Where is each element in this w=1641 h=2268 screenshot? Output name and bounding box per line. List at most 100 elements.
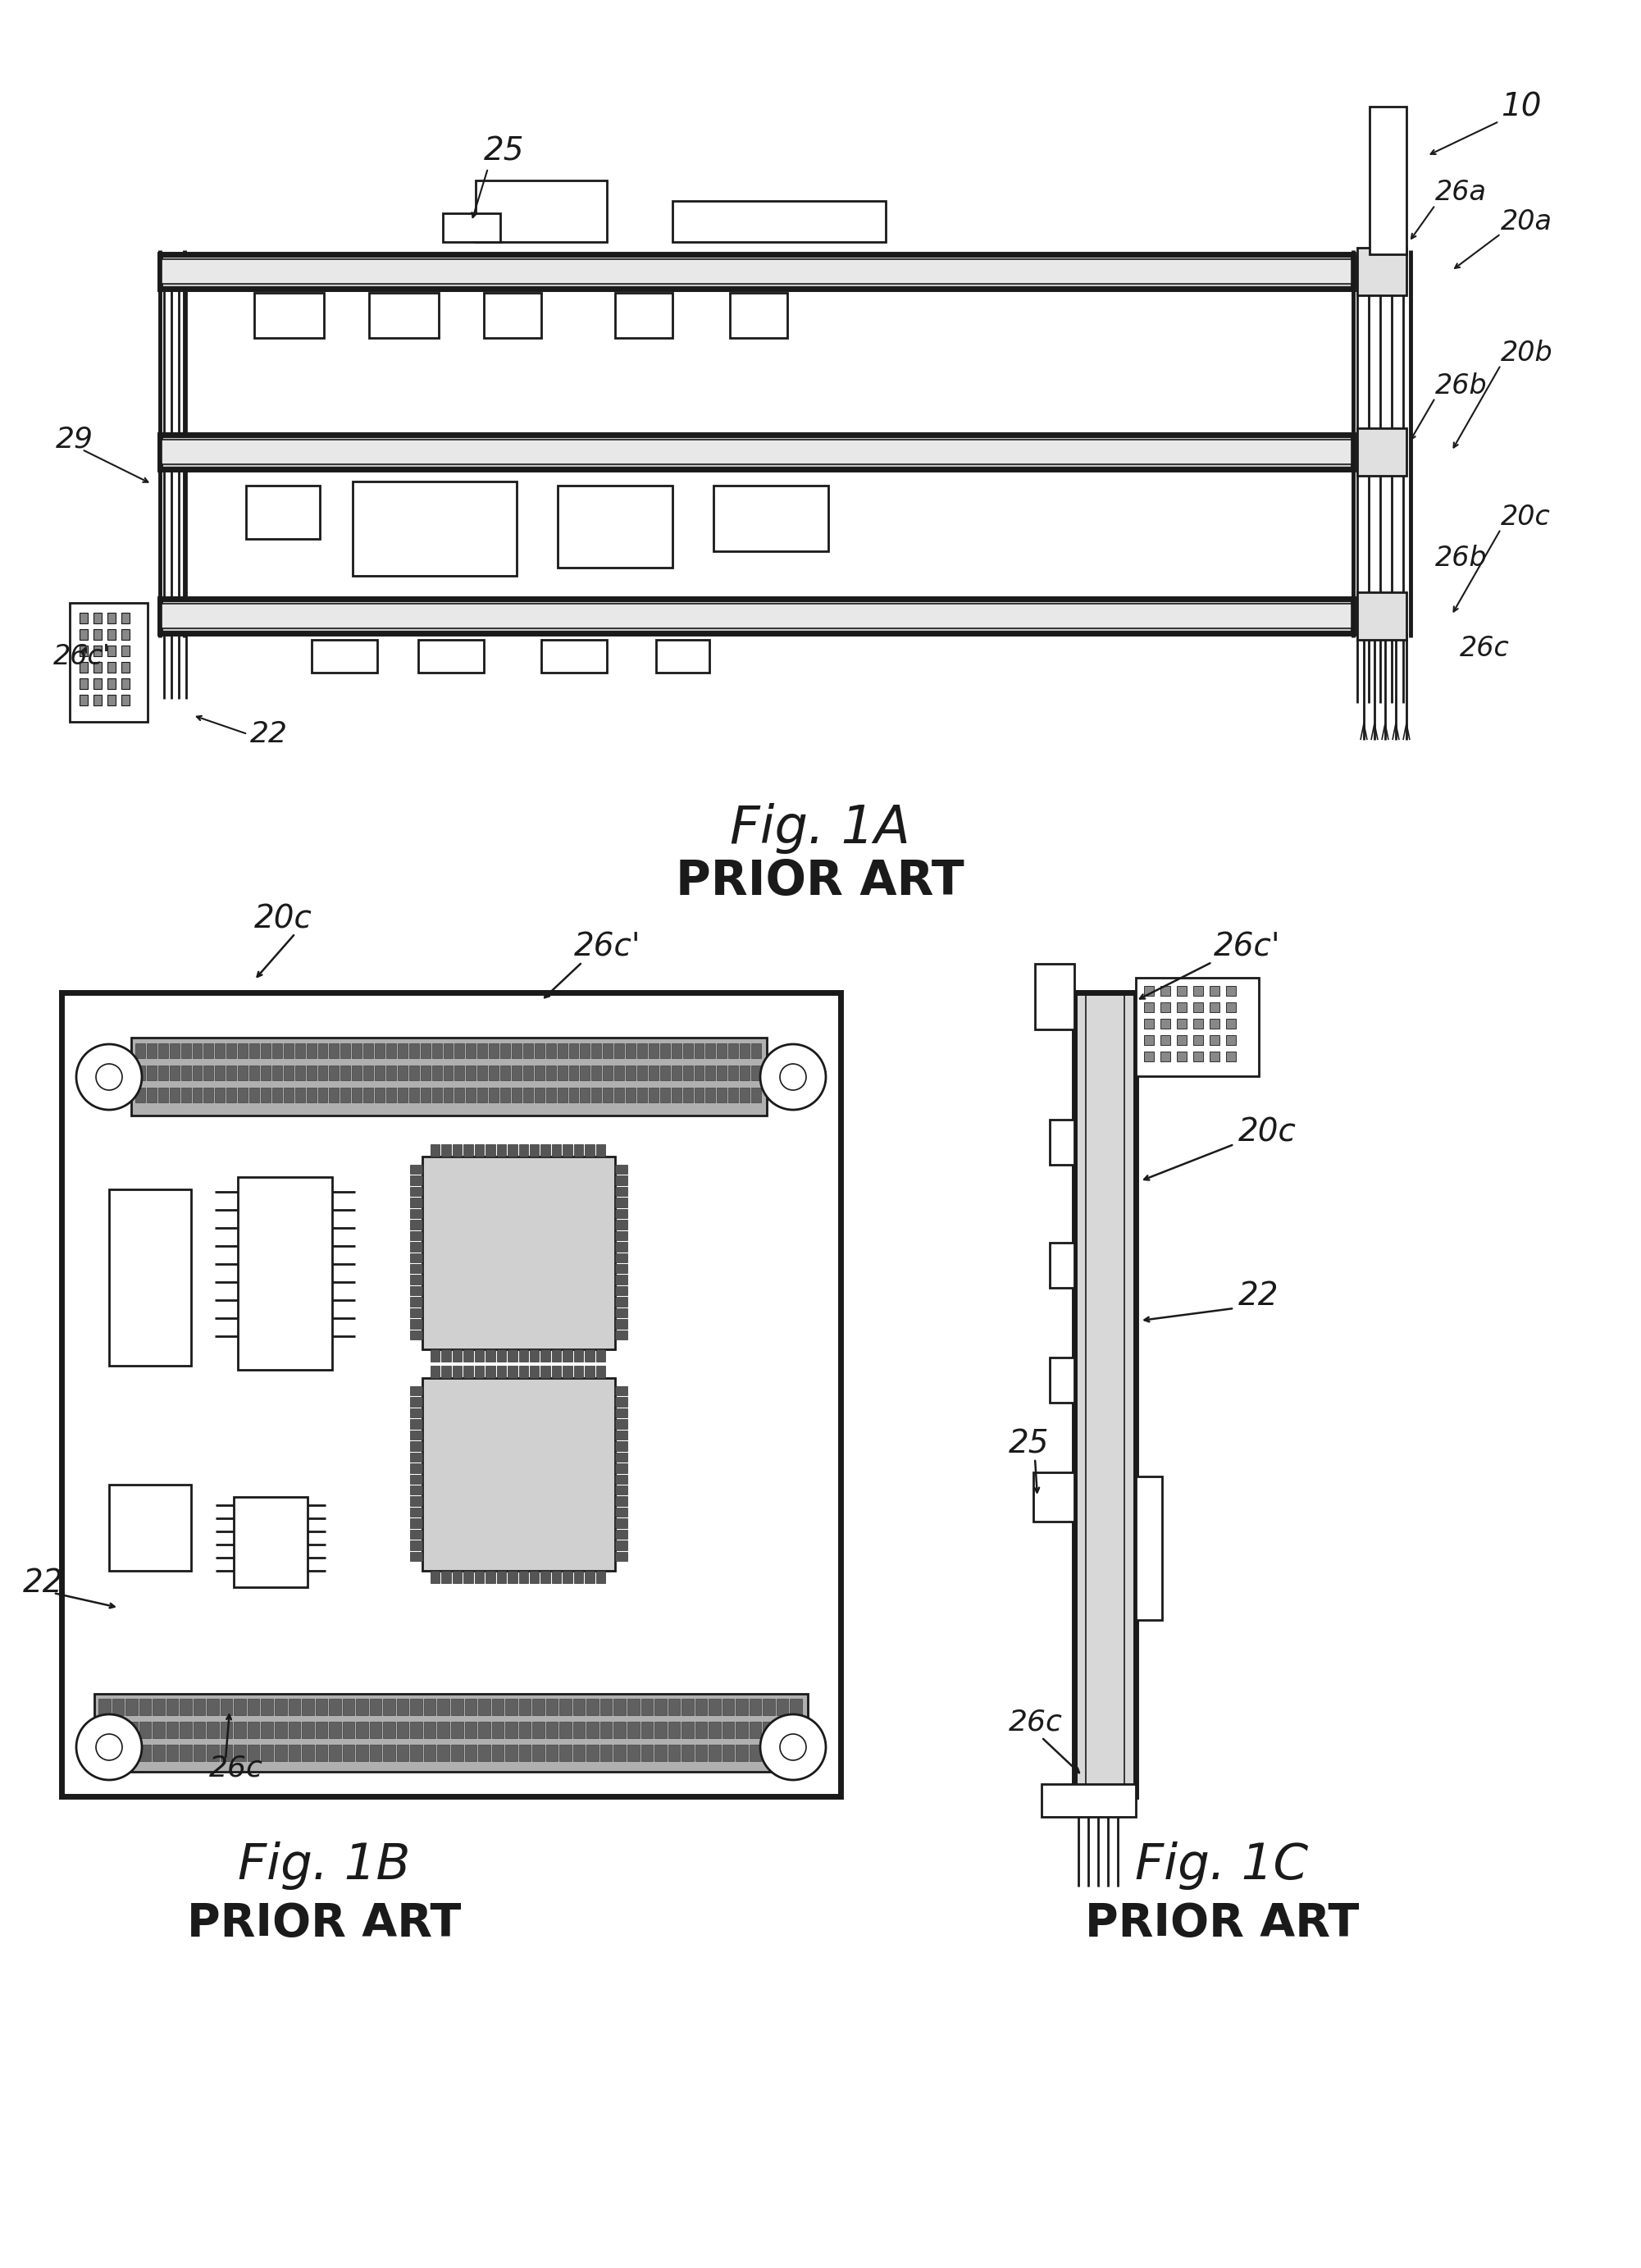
Circle shape bbox=[760, 1715, 825, 1780]
Bar bbox=[135, 1066, 144, 1080]
Bar bbox=[272, 1066, 282, 1080]
Bar bbox=[422, 1379, 615, 1572]
Bar bbox=[410, 1474, 422, 1483]
Text: 20c: 20c bbox=[1239, 1116, 1296, 1148]
Bar bbox=[410, 1263, 422, 1272]
Bar bbox=[581, 1089, 591, 1102]
Bar bbox=[735, 1744, 748, 1760]
Bar bbox=[615, 1474, 627, 1483]
Bar bbox=[451, 1744, 463, 1760]
Bar bbox=[615, 1320, 627, 1329]
Bar bbox=[369, 1721, 382, 1737]
Bar bbox=[423, 1699, 437, 1715]
Bar bbox=[574, 1572, 583, 1583]
Bar bbox=[474, 1572, 484, 1583]
Bar bbox=[79, 646, 87, 655]
Bar bbox=[61, 993, 840, 1796]
Bar bbox=[519, 1365, 528, 1379]
Bar bbox=[121, 628, 130, 640]
Bar bbox=[410, 1699, 422, 1715]
Bar bbox=[1050, 1120, 1075, 1166]
Bar bbox=[671, 1066, 681, 1080]
Bar bbox=[1144, 1018, 1154, 1030]
Bar bbox=[569, 1089, 579, 1102]
Bar bbox=[546, 1699, 558, 1715]
Bar bbox=[410, 1508, 422, 1517]
Bar bbox=[735, 1699, 748, 1715]
Bar bbox=[192, 1043, 202, 1059]
Bar bbox=[235, 1699, 246, 1715]
Bar bbox=[546, 1043, 556, 1059]
Bar bbox=[343, 1721, 354, 1737]
Bar bbox=[158, 1066, 167, 1080]
Bar bbox=[596, 1349, 606, 1361]
Bar bbox=[709, 1744, 720, 1760]
Bar bbox=[410, 1209, 422, 1218]
Bar bbox=[146, 1089, 156, 1102]
Text: 20c: 20c bbox=[254, 903, 312, 934]
Bar bbox=[722, 1721, 734, 1737]
Bar bbox=[363, 1066, 373, 1080]
Bar bbox=[532, 1699, 545, 1715]
Bar bbox=[615, 1551, 627, 1560]
Bar bbox=[356, 1721, 368, 1737]
Bar bbox=[478, 1744, 491, 1760]
Bar bbox=[546, 1721, 558, 1737]
Bar bbox=[249, 1066, 259, 1080]
Bar bbox=[660, 1043, 670, 1059]
Text: 10: 10 bbox=[1502, 91, 1541, 122]
Bar bbox=[763, 1699, 775, 1715]
Bar bbox=[507, 1349, 517, 1361]
Bar bbox=[94, 1694, 807, 1771]
Bar bbox=[637, 1089, 647, 1102]
Bar bbox=[476, 181, 607, 243]
Bar bbox=[573, 1699, 586, 1715]
Bar bbox=[353, 1066, 361, 1080]
Bar bbox=[584, 1572, 594, 1583]
Bar bbox=[648, 1043, 658, 1059]
Bar bbox=[573, 1744, 586, 1760]
Bar bbox=[601, 1744, 612, 1760]
Bar bbox=[410, 1286, 422, 1295]
Bar bbox=[706, 1066, 715, 1080]
Bar bbox=[169, 1089, 179, 1102]
Circle shape bbox=[95, 1735, 121, 1760]
Bar bbox=[94, 646, 102, 655]
Bar bbox=[432, 1066, 441, 1080]
Bar bbox=[410, 1431, 422, 1440]
Bar bbox=[135, 1089, 144, 1102]
Bar bbox=[729, 1043, 738, 1059]
Bar bbox=[107, 646, 115, 655]
Bar bbox=[418, 640, 484, 674]
Bar bbox=[668, 1721, 679, 1737]
Bar bbox=[615, 1420, 627, 1429]
Bar bbox=[464, 1349, 473, 1361]
Bar bbox=[207, 1699, 218, 1715]
Bar bbox=[455, 1066, 464, 1080]
Bar bbox=[166, 1721, 179, 1737]
Bar bbox=[615, 1186, 627, 1195]
Bar bbox=[1226, 1018, 1236, 1030]
Bar bbox=[648, 1066, 658, 1080]
Bar bbox=[307, 1089, 317, 1102]
Circle shape bbox=[779, 1735, 806, 1760]
Bar bbox=[519, 1744, 530, 1760]
Text: 26c: 26c bbox=[1460, 635, 1510, 662]
Bar bbox=[478, 1066, 487, 1080]
Bar bbox=[397, 1066, 407, 1080]
Bar bbox=[486, 1365, 496, 1379]
Bar bbox=[560, 1699, 571, 1715]
Bar bbox=[328, 1721, 341, 1737]
Bar bbox=[318, 1066, 328, 1080]
Bar bbox=[1160, 1002, 1170, 1012]
Bar bbox=[455, 1089, 464, 1102]
Bar bbox=[261, 1744, 272, 1760]
Bar bbox=[410, 1175, 422, 1186]
Bar bbox=[238, 1089, 248, 1102]
Bar bbox=[307, 1066, 317, 1080]
Bar bbox=[343, 1699, 354, 1715]
Bar bbox=[318, 1043, 328, 1059]
Bar bbox=[551, 1572, 561, 1583]
Bar bbox=[729, 1066, 738, 1080]
Bar bbox=[261, 1721, 272, 1737]
